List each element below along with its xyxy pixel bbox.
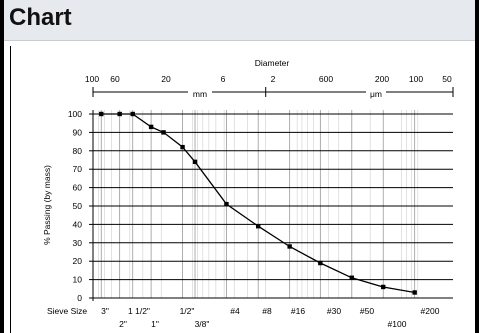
- sieve-label: 3": [101, 306, 109, 316]
- y-tick-label: 70: [73, 164, 83, 174]
- data-point: [130, 111, 135, 117]
- data-point: [148, 124, 154, 130]
- top-tick-mm: 2: [271, 74, 276, 84]
- sieve-label: #8: [262, 306, 272, 316]
- title-bar: Chart: [4, 0, 475, 41]
- data-point: [381, 284, 386, 290]
- labels-layer: Diameter mm μm Sieve Size % Passing (by …: [42, 58, 452, 329]
- um-unit-label: μm: [370, 89, 382, 99]
- top-axis-caption: Diameter: [255, 58, 290, 68]
- y-tick-label: 60: [73, 183, 83, 193]
- y-tick-label: 10: [73, 275, 83, 285]
- y-axis-label: % Passing (by mass): [42, 165, 52, 245]
- sieve-label: #4: [230, 306, 240, 316]
- page-title: Chart: [9, 4, 72, 31]
- data-point: [117, 111, 122, 117]
- sieve-label: #30: [327, 306, 341, 316]
- top-tick-mm: 60: [110, 74, 120, 84]
- top-tick-um: 100: [409, 74, 423, 84]
- sieve-label: 1": [151, 319, 159, 329]
- data-point: [99, 111, 104, 117]
- grid-layer: [92, 110, 453, 299]
- panel-divider: [10, 46, 11, 333]
- y-tick-label: 40: [73, 219, 83, 229]
- series-line: [101, 113, 415, 294]
- sieve-label: 1 1/2": [128, 306, 150, 316]
- data-point: [180, 144, 185, 150]
- y-tick-label: 50: [73, 201, 83, 211]
- sieve-label: #50: [360, 306, 374, 316]
- y-tick-label: 30: [73, 238, 83, 248]
- data-point: [255, 224, 261, 229]
- top-tick-um: 600: [319, 74, 333, 84]
- top-tick-mm: 6: [221, 74, 226, 84]
- data-point: [318, 260, 323, 266]
- y-tick-label: 0: [77, 293, 82, 303]
- data-point: [412, 290, 417, 295]
- sieve-axis-caption: Sieve Size: [47, 306, 87, 316]
- sieve-label: #16: [291, 306, 305, 316]
- data-point: [161, 130, 166, 135]
- sieve-label: #200: [421, 306, 440, 316]
- y-tick-label: 20: [73, 256, 83, 266]
- top-tick-mm: 20: [161, 74, 171, 84]
- data-point: [287, 244, 292, 249]
- series-layer: [99, 111, 417, 295]
- sieve-label: 3/8": [195, 319, 210, 329]
- data-point: [224, 201, 229, 207]
- sieve-label: 1/2": [180, 306, 195, 316]
- y-tick-label: 90: [73, 127, 83, 137]
- top-tick-mm: 100: [85, 74, 99, 84]
- sieve-label: #100: [388, 319, 407, 329]
- top-tick-um: 200: [375, 74, 389, 84]
- data-point: [192, 159, 198, 165]
- y-tick-label: 100: [68, 109, 82, 119]
- mm-unit-label: mm: [193, 89, 207, 99]
- axes-layer: [89, 87, 454, 301]
- sieve-label: 2": [119, 319, 127, 329]
- data-point: [349, 275, 354, 280]
- top-tick-um: 50: [442, 74, 452, 84]
- y-tick-label: 80: [73, 146, 83, 156]
